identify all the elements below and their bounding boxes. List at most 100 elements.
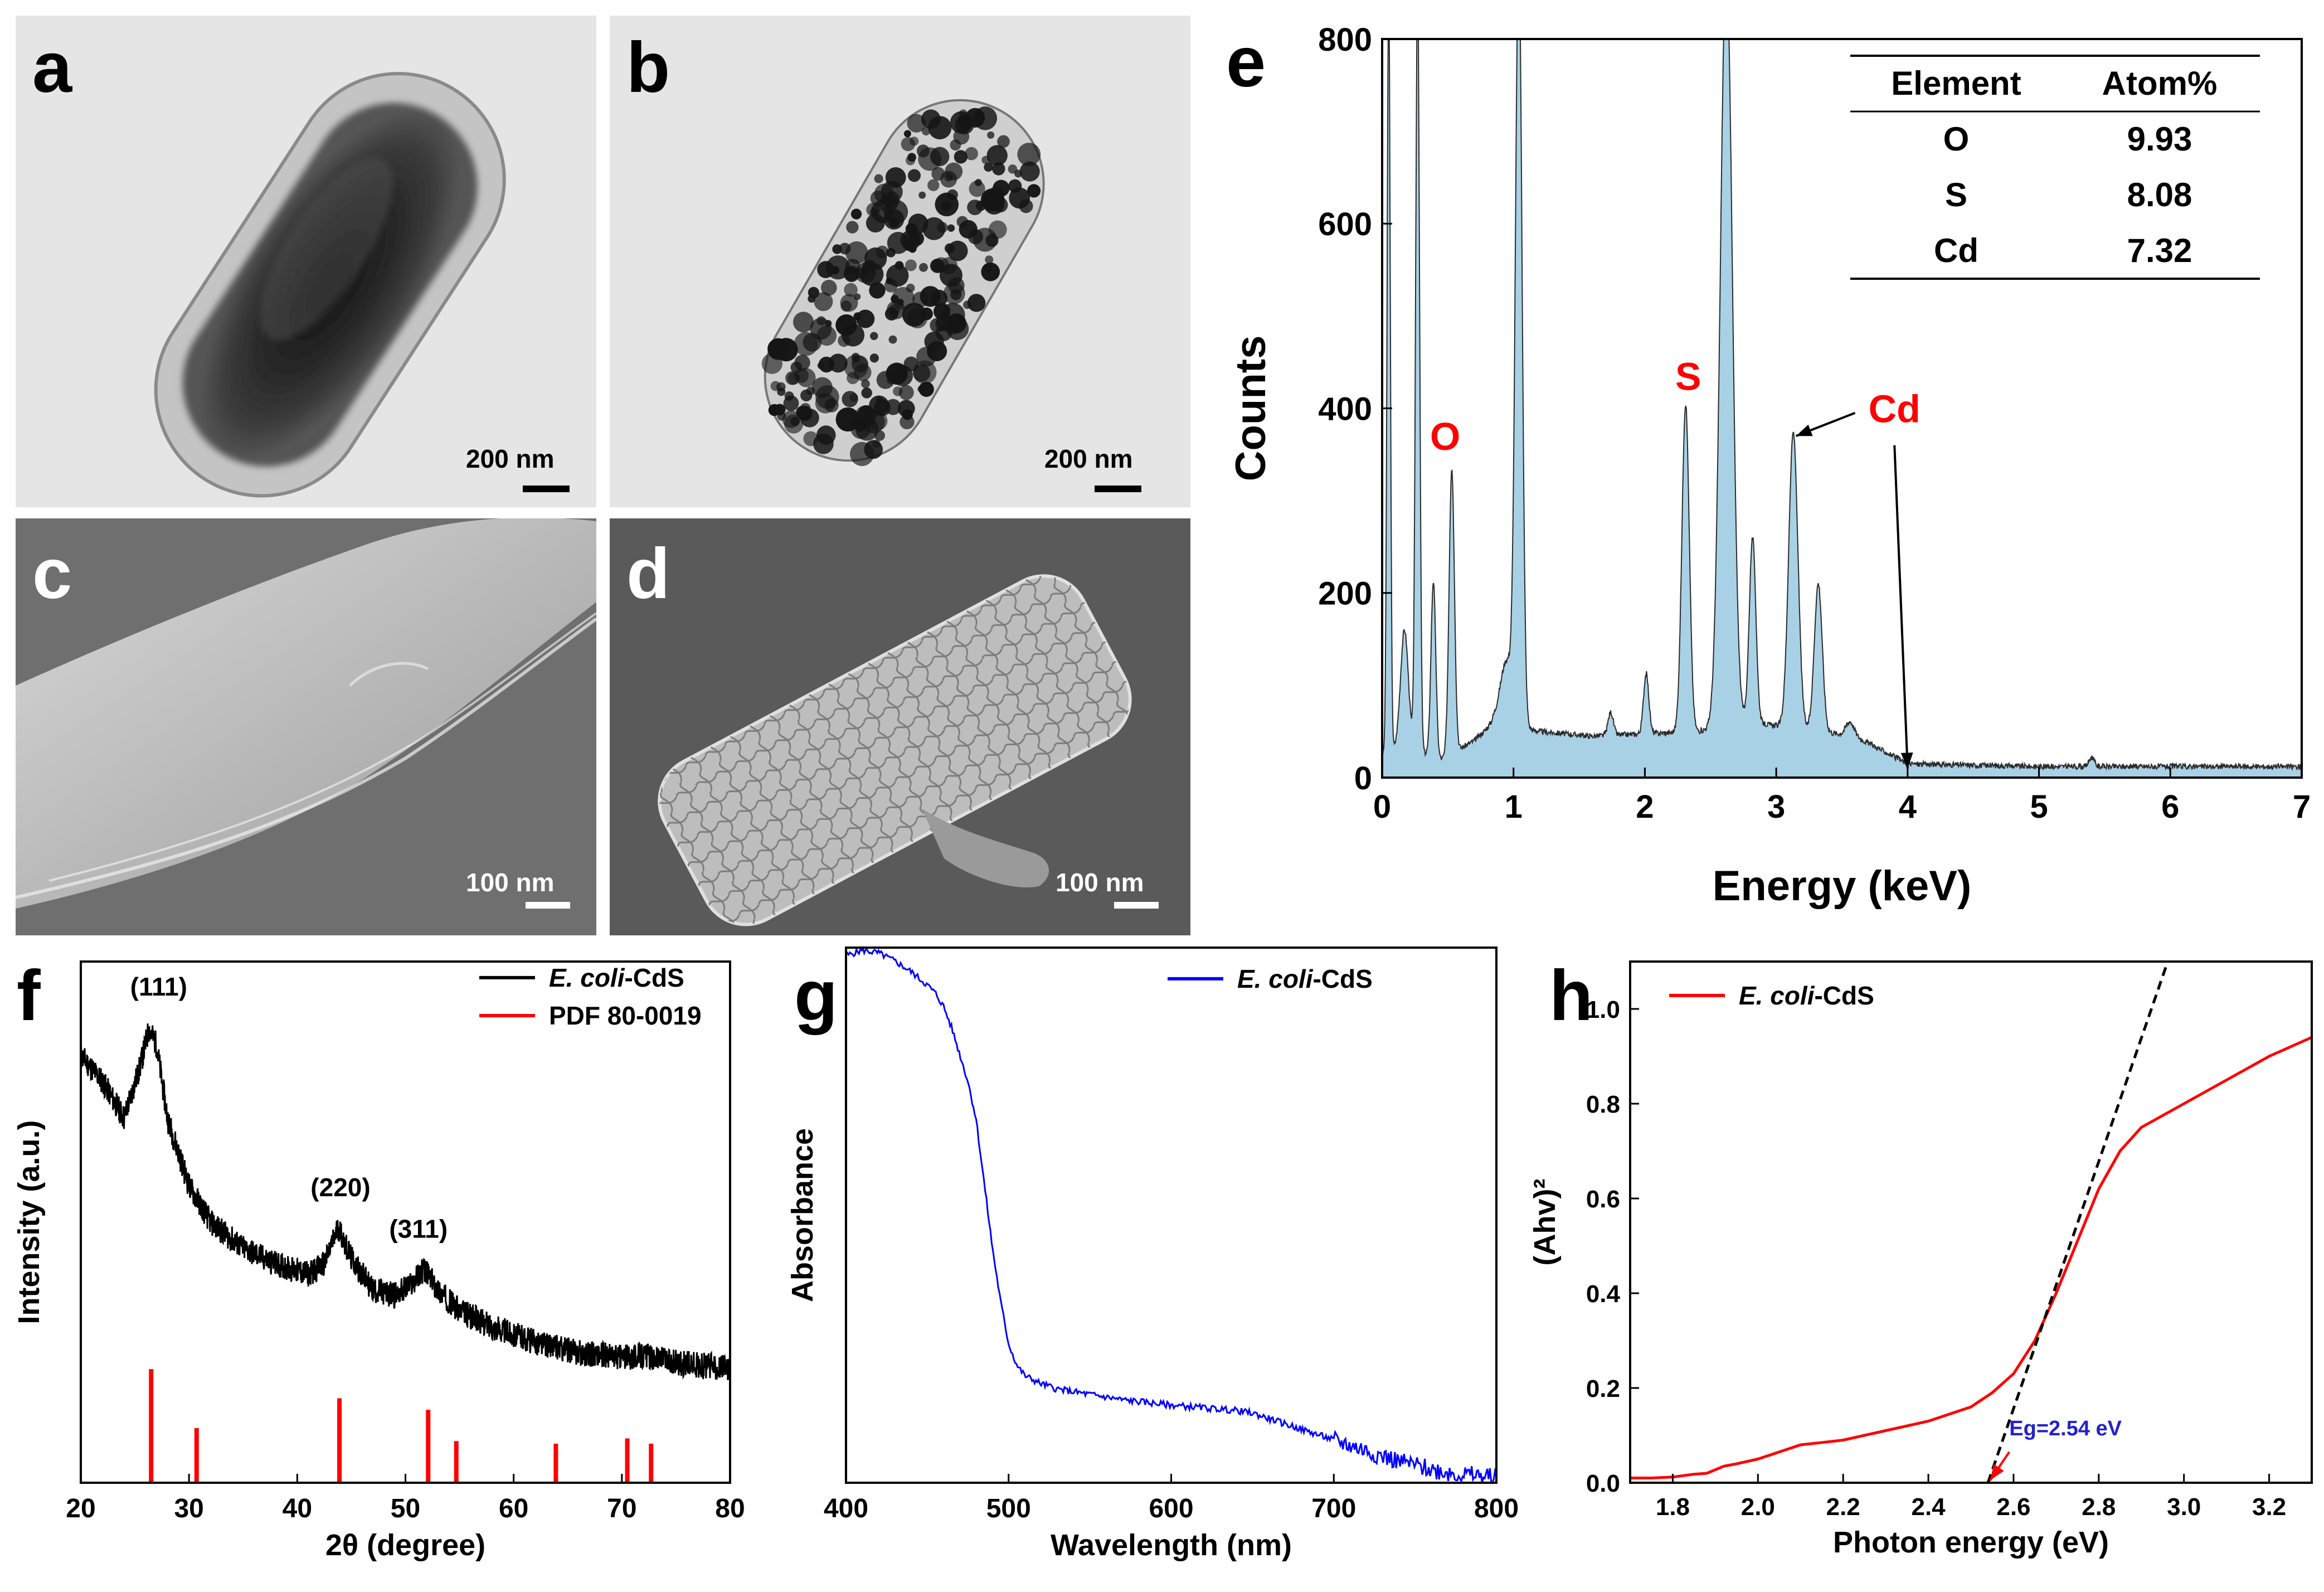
sem-image-c: c 100 nm — [16, 518, 596, 935]
g-xtick-label: 800 — [1474, 1494, 1519, 1523]
f-xtick-label: 50 — [391, 1494, 420, 1523]
g-xlabel: Wavelength (nm) — [1051, 1528, 1292, 1562]
e-spectrum-area — [1382, 39, 2302, 778]
tem-bacterium-bare — [16, 16, 596, 507]
h-ytick-label: 0.6 — [1586, 1186, 1620, 1213]
e-ytick-label: 200 — [1318, 576, 1372, 612]
e-xtick-label: 6 — [2161, 789, 2179, 825]
e-arrow-1-head — [1900, 753, 1913, 769]
scale-label-c: 100 nm — [466, 868, 555, 897]
e-xtick-label: 4 — [1899, 789, 1917, 825]
e-ylabel: Counts — [1227, 336, 1275, 482]
e-table-header: Element — [1891, 65, 2021, 102]
e-peak-label-O: O — [1430, 415, 1460, 458]
e-table-cell: 8.08 — [2127, 176, 2192, 213]
g-axes-frame — [845, 947, 1498, 1484]
g-xtick-label: 500 — [986, 1494, 1031, 1523]
f-xtick-label: 40 — [283, 1494, 312, 1523]
e-arrow-1-shaft — [1893, 445, 1909, 769]
e-xtick-label: 1 — [1505, 789, 1523, 825]
h-linear-fit-line — [1986, 961, 2170, 1483]
scale-bar-c — [526, 902, 570, 909]
e-xtick-label: 3 — [1767, 789, 1785, 825]
h-ylabel: (Ahv)² — [1528, 1179, 1562, 1266]
e-table-cell: 7.32 — [2127, 232, 2192, 269]
e-ytick-label: 400 — [1318, 391, 1372, 427]
f-xtick-label: 80 — [715, 1494, 745, 1523]
e-table-cell: 9.93 — [2127, 120, 2192, 158]
h-band-gap-arrow-shaft — [1989, 1451, 2010, 1481]
scale-bar-b — [1095, 486, 1141, 492]
sem-bacterium-bare — [16, 518, 596, 935]
g-absorbance-line — [845, 945, 1498, 1484]
h-band-gap-arrow-head — [1990, 1464, 2004, 1481]
h-xtick-label: 3.0 — [2167, 1493, 2201, 1521]
e-xtick-label: 5 — [2030, 789, 2048, 825]
h-xtick-label: 2.2 — [1826, 1493, 1860, 1521]
g-ylabel: Absorbance — [786, 1128, 819, 1302]
h-xtick-label: 2.8 — [2082, 1493, 2116, 1521]
f-miller-index: (111) — [130, 972, 187, 1001]
e-xtick-label: 2 — [1636, 789, 1654, 825]
scale-bar-d — [1114, 902, 1159, 909]
f-legend-ecoli-label: E. coli-CdS — [549, 963, 684, 992]
sem-image-d: d 100 nm — [610, 518, 1190, 935]
f-ylabel: Intensity (a.u.) — [12, 1120, 46, 1324]
e-axes-frame — [1381, 38, 2303, 779]
g-legend-ecoli-label: E. coli-CdS — [1237, 964, 1373, 993]
h-xtick-label: 2.6 — [1996, 1493, 2030, 1521]
f-xtick-label: 30 — [174, 1494, 203, 1523]
f-miller-index: (311) — [389, 1215, 448, 1244]
h-legend-ecoli-label: E. coli-CdS — [1739, 981, 1874, 1010]
f-xtick-label: 20 — [66, 1494, 95, 1523]
panel-letter-f: f — [17, 956, 41, 1036]
panel-letter-g: g — [794, 956, 838, 1036]
h-xtick-label: 2.4 — [1911, 1493, 1946, 1521]
e-xtick-label: 0 — [1373, 789, 1391, 825]
scale-label-a: 200 nm — [466, 444, 555, 473]
scale-label-d: 100 nm — [1056, 868, 1144, 897]
e-peak-label-S: S — [1675, 355, 1701, 398]
h-xtick-label: 1.8 — [1656, 1493, 1690, 1521]
e-xtick-label: 7 — [2293, 789, 2311, 825]
scale-label-b: 200 nm — [1044, 444, 1133, 473]
h-xtick-label: 3.2 — [2252, 1493, 2286, 1521]
e-ytick-label: 600 — [1318, 206, 1372, 242]
e-arrow-0-head — [1796, 424, 1813, 436]
panel-letter-b: b — [626, 28, 670, 108]
f-xrd-line — [80, 1023, 731, 1380]
h-ytick-label: 1.0 — [1586, 996, 1620, 1023]
panel-letter-e: e — [1226, 22, 1266, 102]
panel-letter-a: a — [32, 28, 72, 108]
e-ytick-label: 800 — [1318, 22, 1372, 58]
tem-image-b: b 200 nm — [610, 16, 1190, 507]
h-ytick-label: 0.8 — [1586, 1091, 1620, 1118]
panel-letter-h: h — [1549, 956, 1593, 1036]
f-legend-pdf-label: PDF 80-0019 — [549, 1001, 702, 1030]
tem-image-a: a 200 nm — [16, 16, 596, 507]
e-arrow-0-shaft — [1795, 411, 1856, 438]
h-tauc-line — [1630, 1036, 2313, 1479]
h-axes-frame — [1629, 960, 2313, 1484]
f-miller-index: (220) — [310, 1173, 370, 1202]
f-xtick-label: 60 — [499, 1494, 528, 1523]
f-xlabel: 2θ (degree) — [325, 1528, 485, 1562]
tem-bacterium-cds — [610, 16, 1190, 507]
h-band-gap-label: Eg=2.54 eV — [2009, 1417, 2122, 1440]
e-table-header: Atom% — [2102, 65, 2218, 102]
f-axes-frame — [80, 960, 731, 1484]
h-ytick-label: 0.0 — [1586, 1470, 1620, 1497]
h-xlabel: Photon energy (eV) — [1833, 1526, 2109, 1559]
f-xtick-label: 70 — [607, 1494, 636, 1523]
h-ytick-label: 0.4 — [1586, 1280, 1621, 1308]
e-ytick-label: 0 — [1354, 760, 1372, 797]
g-xtick-label: 400 — [824, 1494, 868, 1523]
sem-bacterium-cds — [610, 518, 1190, 935]
scale-bar-a — [523, 486, 570, 492]
e-table-cell: Cd — [1934, 232, 1978, 269]
e-peak-label-Cd: Cd — [1869, 387, 1921, 430]
h-ytick-label: 0.2 — [1586, 1375, 1620, 1402]
g-xtick-label: 600 — [1149, 1494, 1193, 1523]
panel-letter-c: c — [32, 534, 72, 614]
e-table-cell: S — [1945, 176, 1967, 213]
